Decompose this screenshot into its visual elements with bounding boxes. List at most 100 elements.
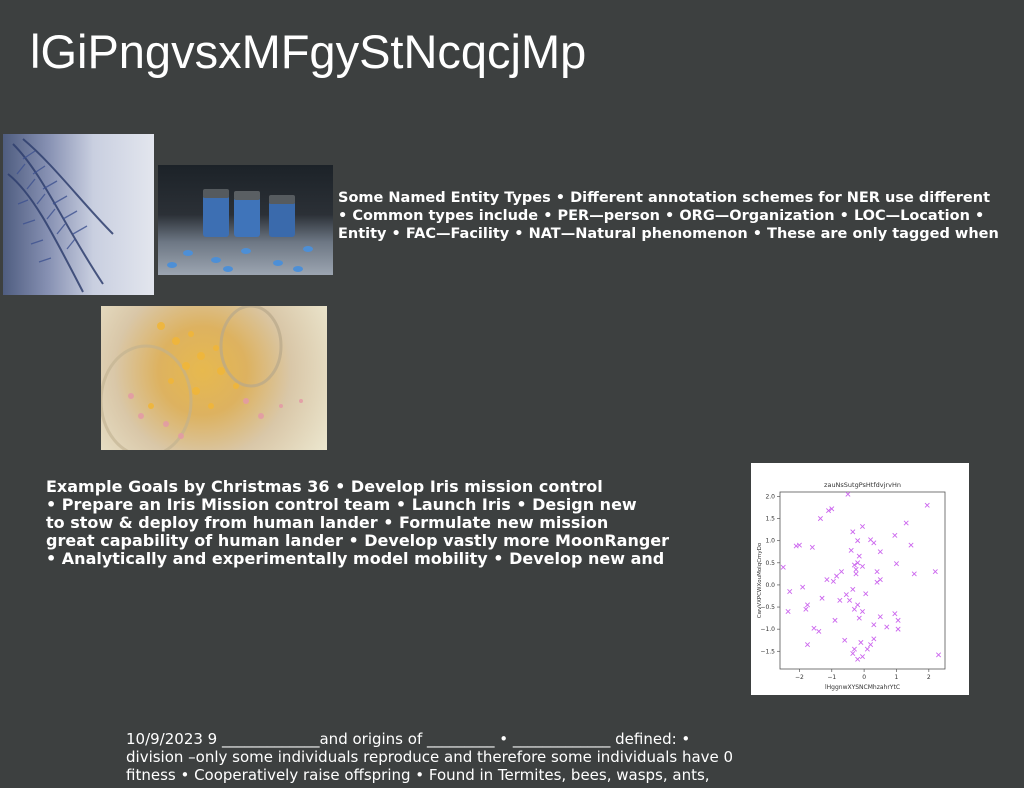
- data-point: [936, 652, 942, 658]
- data-point: [851, 646, 857, 652]
- data-point: [859, 654, 866, 660]
- data-point: [780, 564, 786, 570]
- ner-text-line: • Common types include • PER—person • OR…: [338, 208, 985, 224]
- data-point: [804, 642, 811, 648]
- data-point: [859, 608, 866, 614]
- data-point: [856, 553, 862, 559]
- data-point: [850, 529, 856, 535]
- y-tick-label: 1.5: [765, 516, 775, 523]
- data-point: [874, 569, 880, 575]
- data-point: [830, 578, 836, 584]
- data-point: [908, 542, 914, 548]
- footer-text: 10/9/2023 9 _____________and origins of …: [126, 730, 733, 784]
- footer-text-line: 10/9/2023 9 _____________and origins of …: [126, 730, 691, 748]
- scatter-chart: zauNsSutgPsHtfdvjrvHn lHggnwXYSNCMhzahrYt…: [751, 463, 969, 695]
- data-point: [785, 608, 791, 614]
- data-point: [855, 602, 861, 608]
- goals-text-line: great capability of human lander • Devel…: [46, 531, 670, 550]
- data-point: [832, 617, 838, 623]
- scatter-chart-svg: zauNsSutgPsHtfdvjrvHn lHggnwXYSNCMhzahrYt…: [757, 481, 946, 691]
- data-point: [843, 592, 849, 598]
- data-point: [845, 491, 851, 497]
- data-point: [817, 516, 823, 522]
- data-point: [851, 562, 857, 568]
- data-point: [837, 597, 843, 603]
- data-point: [855, 538, 861, 544]
- data-point: [877, 614, 883, 620]
- data-point: [811, 625, 817, 631]
- y-axis-label: CwvVXPCWXouMolqCmyDo: [757, 542, 763, 618]
- data-point: [816, 628, 822, 634]
- data-point: [851, 606, 857, 612]
- data-point: [864, 646, 870, 652]
- data-point: [895, 617, 901, 623]
- data-point: [892, 532, 898, 538]
- chart-title: zauNsSutgPsHtfdvjrvHn: [824, 481, 901, 489]
- footer-text-line: fitness • Cooperatively raise offspring …: [126, 766, 710, 784]
- plot-frame: [779, 491, 946, 670]
- data-point: [855, 656, 861, 662]
- data-point: [871, 636, 877, 642]
- example-goals-text: Example Goals by Christmas 36 • Develop …: [46, 478, 669, 568]
- data-point: [895, 626, 901, 632]
- data-point: [850, 586, 856, 592]
- data-point: [863, 591, 869, 597]
- data-point: [787, 589, 793, 595]
- x-tick-label: −2: [795, 674, 804, 681]
- y-tick-label: 0.5: [765, 560, 775, 567]
- spilling-glitter-jar-photo: [101, 306, 327, 450]
- data-point: [803, 606, 809, 612]
- slide-title: lGiPngvsxMFgyStNcqcjMp: [30, 25, 587, 78]
- data-point: [809, 544, 815, 550]
- data-point: [838, 569, 844, 575]
- data-point: [842, 637, 848, 643]
- ner-text-line: Some Named Entity Types • Different anno…: [338, 190, 991, 206]
- data-point: [848, 547, 854, 553]
- data-point: [858, 639, 864, 645]
- data-point: [877, 577, 883, 583]
- goals-text-line: • Analytically and experimentally model …: [46, 549, 665, 568]
- x-tick-label: 2: [927, 674, 931, 681]
- data-point: [853, 566, 859, 572]
- y-tick-label: −0.5: [760, 604, 775, 611]
- blue-fern-photo: [3, 134, 154, 295]
- x-tick-label: −1: [827, 674, 836, 681]
- data-point: [893, 561, 899, 567]
- y-tick-label: −1.0: [760, 626, 775, 633]
- data-point: [850, 650, 856, 657]
- y-tick-label: 0.0: [765, 582, 775, 589]
- data-point: [884, 624, 890, 630]
- data-point: [804, 602, 811, 608]
- ner-text-line: Entity • FAC—Facility • NAT—Natural phen…: [338, 226, 999, 242]
- data-point: [871, 622, 877, 628]
- data-point: [819, 595, 825, 601]
- data-point: [856, 615, 862, 621]
- data-point: [855, 560, 861, 566]
- data-point: [892, 611, 898, 617]
- data-point: [847, 597, 853, 603]
- data-point: [924, 502, 930, 508]
- data-point: [800, 584, 806, 590]
- x-tick-label: 1: [895, 674, 899, 681]
- x-axis-label: lHggnwXYSNCMhzahrYtC: [825, 684, 900, 691]
- footer-text-line: division –only some individuals reproduc…: [126, 748, 734, 766]
- data-point: [903, 520, 909, 526]
- data-point: [877, 549, 883, 555]
- blue-jars-and-pills-photo: [158, 165, 333, 275]
- data-point: [911, 571, 917, 577]
- data-point: [824, 577, 830, 583]
- data-point: [826, 508, 832, 514]
- data-point: [868, 642, 874, 648]
- data-point: [796, 542, 802, 548]
- goals-text-line: • Prepare an Iris Mission control team •…: [46, 495, 637, 514]
- y-tick-label: 1.0: [765, 538, 775, 545]
- goals-text-line: Example Goals by Christmas 36 • Develop …: [46, 477, 603, 496]
- named-entity-types-text: Some Named Entity Types • Different anno…: [338, 189, 999, 243]
- goals-text-line: to stow & deploy from human lander • For…: [46, 513, 609, 532]
- data-point: [793, 543, 799, 549]
- data-point: [932, 569, 938, 575]
- data-point: [868, 537, 874, 543]
- y-tick-label: −1.5: [760, 648, 775, 655]
- data-point: [834, 573, 840, 579]
- data-point: [859, 523, 866, 530]
